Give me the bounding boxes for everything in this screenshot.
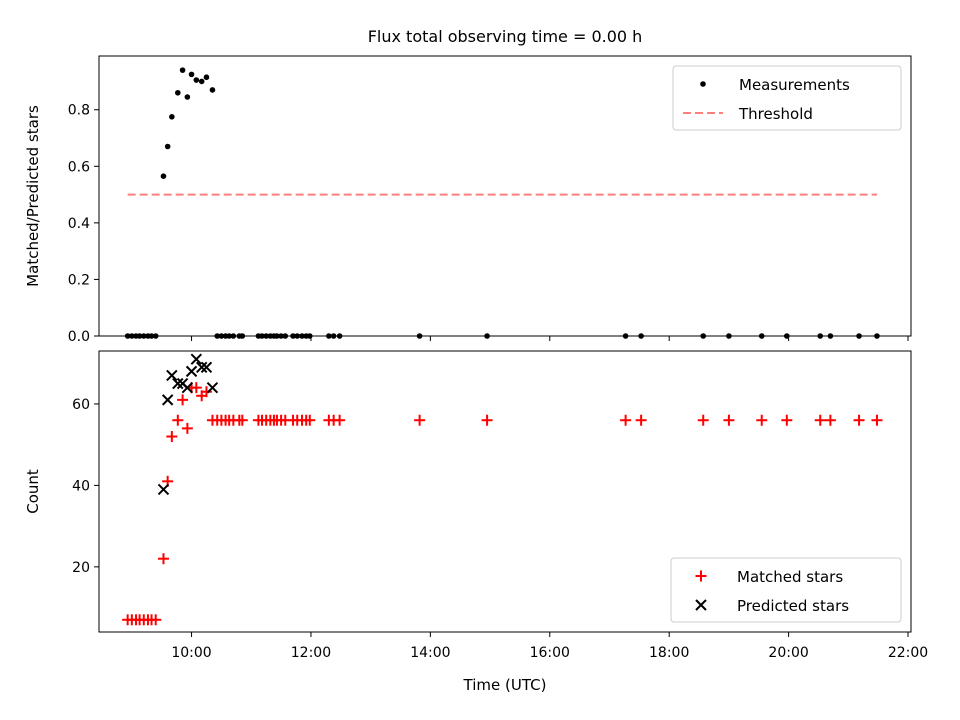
- matched-point: [756, 414, 768, 426]
- matched-point: [871, 414, 883, 426]
- matched-point: [150, 614, 162, 626]
- top-ytick-label: 0.8: [68, 103, 90, 119]
- bottom-ytick-label: 20: [72, 560, 90, 576]
- matched-point: [200, 386, 212, 398]
- xtick-label: 14:00: [410, 645, 450, 661]
- predicted-point: [190, 353, 203, 365]
- matched-point: [723, 414, 735, 426]
- bottom-legend: Matched stars Predicted stars: [670, 557, 902, 623]
- matched-point: [620, 414, 632, 426]
- xtick-label: 10:00: [171, 645, 211, 661]
- matched-point: [181, 422, 193, 434]
- chart-title: Flux total observing time = 0.00 h: [368, 27, 643, 46]
- measurement-point: [184, 94, 191, 100]
- legend-label: Threshold: [738, 105, 813, 123]
- measurement-point: [209, 87, 216, 93]
- measurement-point: [193, 77, 200, 83]
- bottom-panel: 20 40 60 10:00 12:00 14:00 16:00 18:00 20:00 22:0…: [24, 350, 928, 694]
- matched-point: [157, 553, 169, 565]
- matched-point: [236, 414, 248, 426]
- bottom-legend-box: [670, 557, 902, 623]
- predicted-point: [200, 361, 213, 373]
- matched-point: [781, 414, 793, 426]
- predicted-point: [195, 361, 208, 373]
- top-ytick-label: 0.0: [68, 329, 90, 345]
- measurement-point: [160, 173, 167, 180]
- bottom-axes-frame: [98, 350, 912, 633]
- matched-point: [814, 414, 826, 426]
- xtick-label: 18:00: [649, 645, 689, 661]
- matched-point: [481, 414, 493, 426]
- xtick-label: 16:00: [530, 645, 570, 661]
- matched-point: [172, 414, 184, 426]
- matched-point: [190, 382, 202, 394]
- matched-point: [635, 414, 647, 426]
- xtick-label: 12:00: [291, 645, 331, 661]
- measurement-point: [198, 78, 205, 85]
- bottom-ytick-label: 40: [72, 478, 90, 494]
- top-ylabel: Matched/Predicted stars: [24, 105, 42, 287]
- legend-predicted-swatch: [695, 599, 707, 611]
- legend-measurements-swatch: [700, 81, 706, 87]
- legend-label: Predicted stars: [737, 597, 849, 615]
- legend-label: Measurements: [739, 76, 850, 94]
- measurement-point: [179, 67, 186, 73]
- predicted-point: [172, 377, 184, 390]
- matched-point: [824, 414, 836, 426]
- matched-point: [697, 414, 709, 426]
- bottom-ytick-label: 60: [72, 397, 90, 413]
- top-ytick-label: 0.6: [68, 159, 90, 175]
- matched-point: [853, 414, 865, 426]
- matched-point: [414, 414, 426, 426]
- matched-point: [166, 431, 178, 443]
- predicted-point: [206, 381, 219, 394]
- predicted-point: [157, 483, 170, 496]
- top-panel: 0.0 0.2 0.4 0.6 0.8 Matched/Predicted stars Me…: [24, 55, 912, 345]
- measurement-point: [169, 114, 175, 120]
- predicted-point: [181, 381, 194, 394]
- top-axes-frame: [98, 55, 912, 337]
- xtick-label: 20:00: [768, 645, 808, 661]
- legend-label: Matched stars: [737, 568, 843, 586]
- matched-point: [177, 394, 189, 406]
- top-ytick-label: 0.4: [68, 216, 90, 232]
- predicted-stars-series: [157, 353, 219, 496]
- top-legend: Measurements Threshold: [672, 65, 902, 131]
- measurement-point: [175, 89, 181, 96]
- legend-matched-swatch: [695, 570, 707, 582]
- predicted-point: [166, 369, 178, 382]
- xtick-label: 22:00: [888, 645, 928, 661]
- top-legend-box: [672, 65, 902, 131]
- measurement-point: [164, 143, 171, 150]
- predicted-point: [161, 394, 174, 406]
- top-ytick-label: 0.2: [68, 272, 90, 288]
- matched-point: [304, 414, 316, 426]
- bottom-ylabel: Count: [24, 469, 42, 514]
- matched-point: [334, 414, 346, 426]
- measurement-point: [203, 74, 210, 81]
- predicted-point: [185, 365, 198, 378]
- measurement-point: [188, 71, 195, 78]
- xlabel: Time (UTC): [463, 676, 547, 694]
